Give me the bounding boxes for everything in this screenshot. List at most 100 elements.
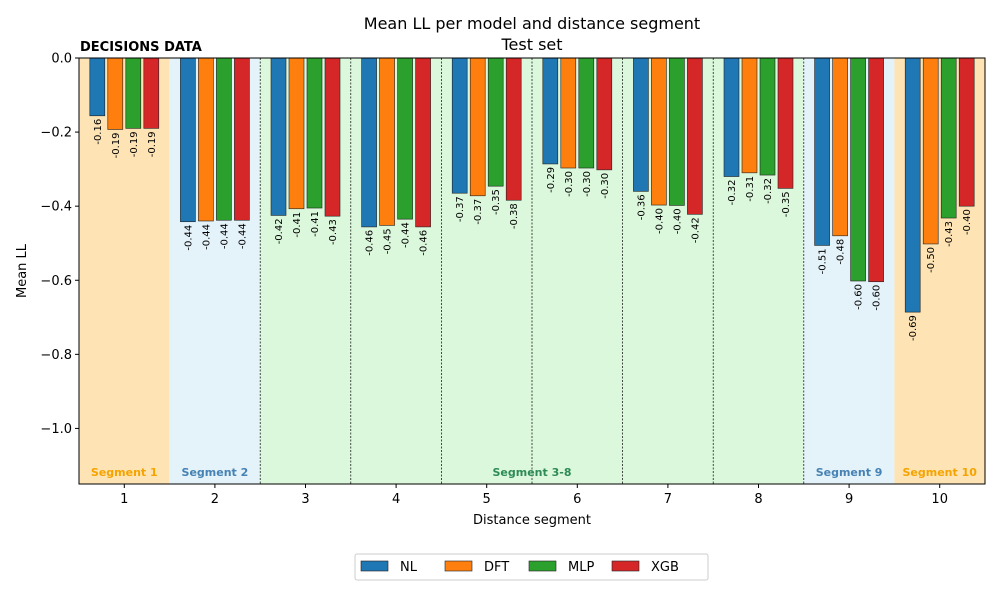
value-label: -0.38 (509, 203, 520, 229)
x-tick-label: 6 (573, 492, 581, 507)
bar-mlp (216, 57, 232, 221)
value-label: -0.40 (672, 208, 683, 234)
value-label: -0.42 (274, 218, 285, 244)
axes-frame (78, 57, 986, 485)
bar-mlp (306, 57, 323, 209)
value-label: -0.43 (944, 221, 955, 247)
legend: NL DFT MLP XGB (354, 553, 709, 581)
chart-subtitle: Test set (500, 35, 562, 54)
bar-mlp (759, 57, 776, 176)
value-label: -0.69 (908, 315, 919, 341)
value-label: -0.36 (636, 194, 647, 220)
bar-mlp (397, 57, 413, 220)
bar-xgb (777, 57, 794, 189)
bar-mlp (850, 57, 866, 282)
bar-xgb (415, 57, 431, 228)
y-axis-label: Mean LL (15, 243, 30, 298)
value-label: -0.46 (365, 230, 376, 256)
bar-dft (922, 57, 939, 245)
chart-title: Mean LL per model and distance segment (364, 14, 700, 33)
value-label: -0.31 (745, 176, 756, 202)
segment-separators (259, 58, 805, 484)
value-label: -0.41 (310, 211, 321, 237)
value-label: -0.50 (926, 247, 937, 273)
segment-labels: Segment 1 Segment 2 Segment 3-8 Segment 9 Se… (91, 466, 977, 479)
value-label: -0.16 (93, 119, 104, 145)
x-tick-label: 8 (754, 492, 762, 507)
value-label: -0.44 (201, 224, 212, 250)
value-label: -0.19 (129, 131, 140, 157)
value-label: -0.48 (836, 239, 847, 265)
segment-label: Segment 1 (91, 466, 158, 479)
value-label: -0.19 (147, 131, 158, 157)
value-label: -0.46 (419, 230, 430, 256)
bar-dft (469, 57, 486, 197)
value-label: -0.45 (383, 228, 394, 254)
segment-label: Segment 9 (816, 466, 883, 479)
value-label: -0.44 (183, 225, 194, 251)
bars (89, 57, 975, 313)
bar-dft (288, 57, 305, 210)
bar-mlp (669, 57, 685, 206)
x-axis-label: Distance segment (473, 513, 591, 528)
bar-xgb (687, 57, 703, 215)
bar-nl (904, 57, 921, 313)
segment-label: Segment 10 (902, 466, 977, 479)
value-label: -0.42 (690, 217, 701, 243)
value-label: -0.30 (582, 171, 593, 197)
y-axis: 0.0 −0.2 −0.4 −0.6 −0.8 −1.0 (40, 52, 79, 437)
bar-xgb (143, 57, 160, 129)
bar-nl (542, 57, 559, 165)
value-label: -0.37 (455, 196, 466, 222)
bar-nl (723, 57, 740, 177)
legend-label-dft: DFT (484, 560, 509, 575)
bar-dft (560, 57, 577, 169)
bar-xgb (324, 57, 341, 217)
value-label: -0.41 (292, 212, 303, 238)
bar-nl (451, 57, 468, 194)
value-label: -0.43 (328, 219, 339, 245)
x-axis: 1 2 3 4 5 6 7 8 9 10 (120, 484, 948, 507)
bar-dft (198, 57, 214, 222)
segment-band (79, 58, 170, 484)
x-tick-label: 3 (301, 492, 309, 507)
x-tick-label: 9 (845, 492, 853, 507)
bar-mlp (487, 57, 504, 187)
bar-nl (814, 57, 830, 246)
bar-nl (361, 57, 377, 228)
value-label: -0.35 (491, 189, 502, 215)
bar-nl (633, 57, 649, 192)
bar-dft (651, 57, 667, 206)
x-tick-label: 2 (211, 492, 219, 507)
legend-swatch-mlp (528, 560, 557, 572)
bar-mlp (125, 57, 142, 129)
bar-dft (107, 57, 124, 130)
legend-label-xgb: XGB (651, 560, 679, 575)
value-label: -0.60 (854, 284, 865, 310)
x-tick-label: 7 (664, 492, 672, 507)
y-tick-label: −0.4 (40, 200, 72, 215)
value-label: -0.44 (219, 223, 230, 249)
bar-mlp (578, 57, 595, 169)
bar-xgb (234, 57, 250, 221)
bar-mlp (940, 57, 957, 219)
legend-label-nl: NL (400, 560, 418, 575)
bar-nl (89, 57, 106, 117)
legend-label-mlp: MLP (568, 560, 594, 575)
value-label: -0.40 (654, 208, 665, 234)
value-label: -0.29 (546, 167, 557, 193)
value-label: -0.35 (781, 191, 792, 217)
value-label: -0.44 (401, 222, 412, 248)
bar-nl (270, 57, 287, 216)
bar-xgb (596, 57, 613, 171)
value-labels: -0.16 -0.44 -0.42 -0.46 -0.37 -0.29 -0.36 -0.32… (93, 119, 973, 341)
bar-xgb (505, 57, 522, 201)
value-label: -0.32 (763, 178, 774, 204)
value-label: -0.51 (818, 248, 829, 274)
legend-swatch-dft (444, 560, 473, 572)
value-label: -0.60 (872, 285, 883, 311)
value-label: -0.19 (111, 132, 122, 158)
bar-xgb (868, 57, 884, 283)
legend-swatch-nl (360, 560, 389, 572)
